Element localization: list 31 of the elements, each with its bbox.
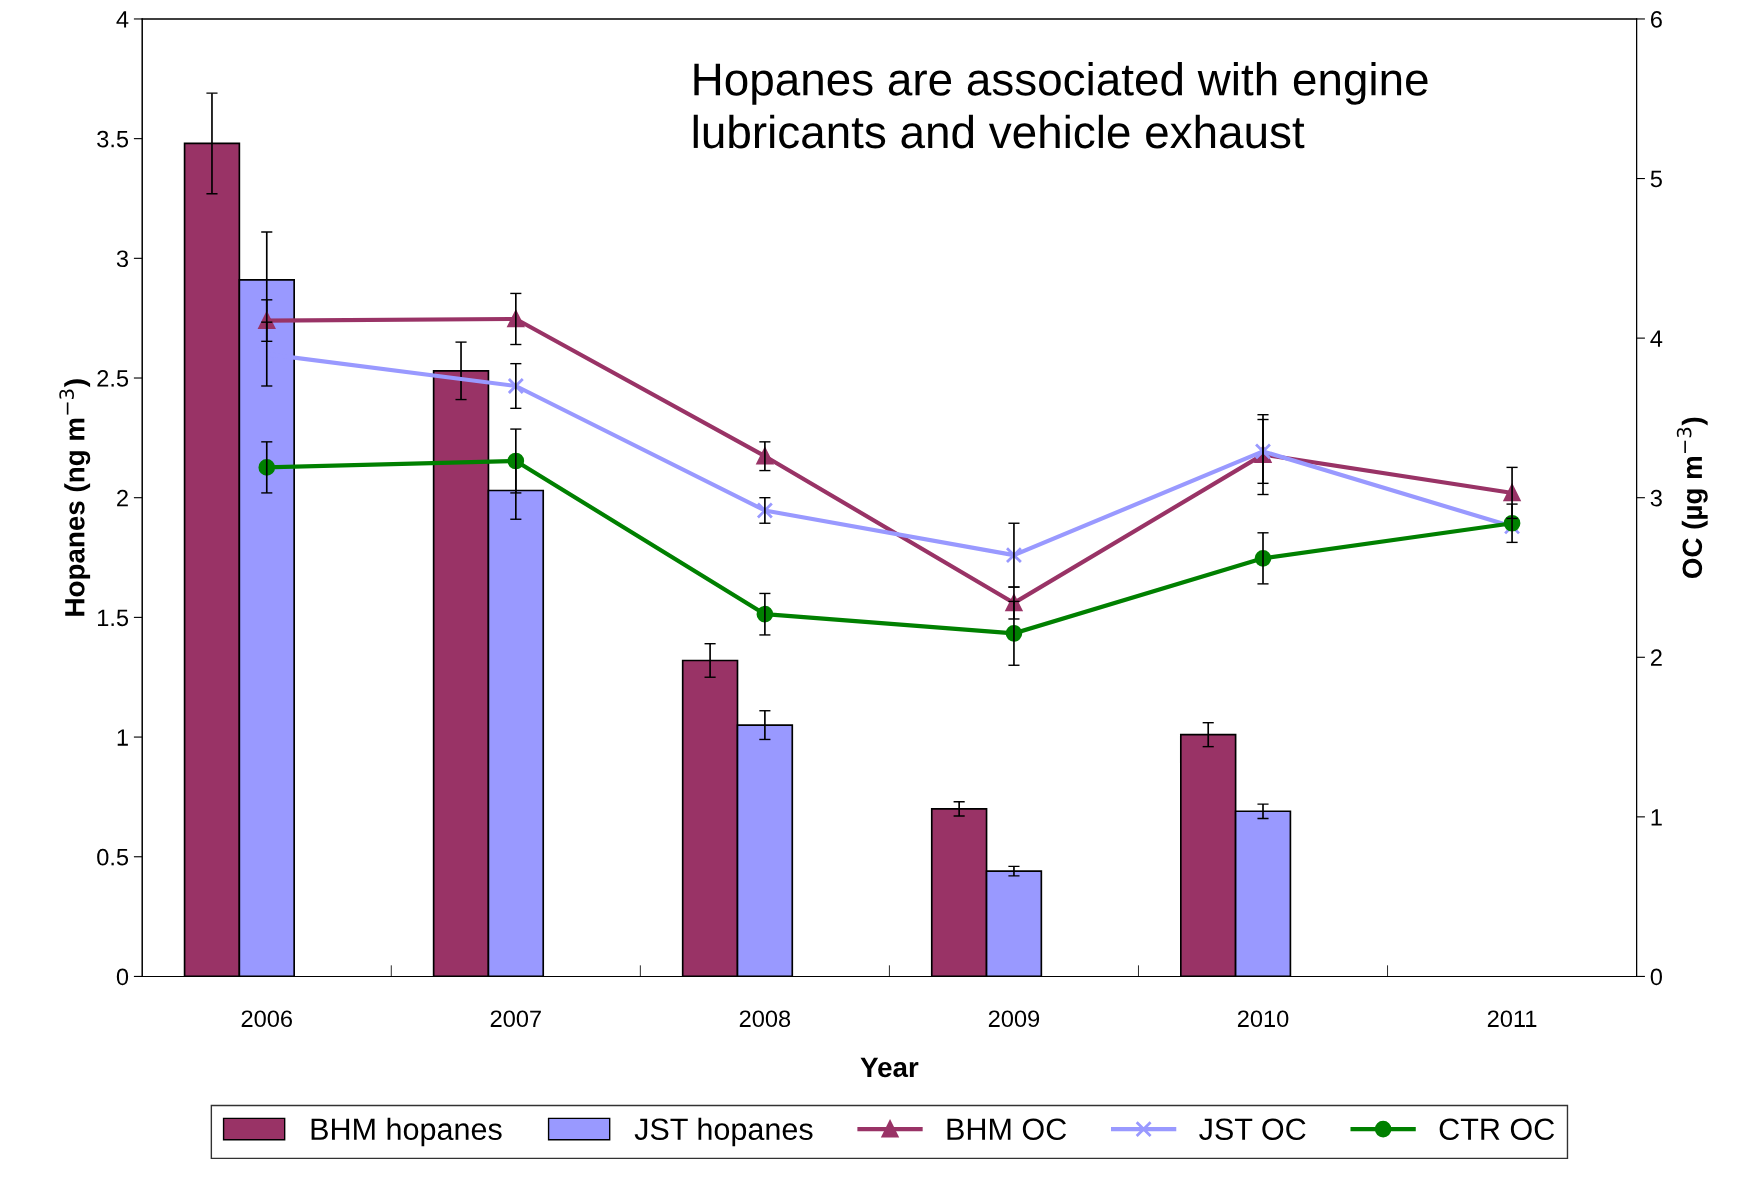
legend-label: JST hopanes [634,1117,813,1147]
y2-tick-label: 0 [1650,968,1662,986]
y2-tick-label: 4 [1650,330,1663,347]
legend-label: JST OC [1199,1118,1306,1141]
x-tick-label: 2010 [1237,1010,1289,1028]
y-tick-label: 0 [116,968,129,986]
y-tick-label: 2 [117,489,128,507]
y-tick-label: 0.5 [97,848,129,866]
y2-tick-label: 6 [1650,11,1662,28]
y-tick-label: 3 [116,250,128,268]
y2-tick-label: 3 [1650,489,1662,507]
y-tick-label: 2.5 [97,370,129,387]
y-tick-label: 3.5 [97,130,129,148]
y-tick-label: 1.5 [98,609,129,627]
y-tick-label: 1 [117,729,128,746]
y2-tick-label: 2 [1650,649,1662,666]
x-tick-label: 2008 [739,1010,791,1028]
y-tick-label: 4 [116,11,129,28]
legend-label: BHM hopanes [311,1117,502,1147]
y2-tick-label: 1 [1651,809,1662,826]
x-tick-label: 2007 [490,1010,541,1028]
x-tick-label: 2011 [1487,1010,1537,1028]
y2-axis-title: OC (µg m$^{−3}$) [1676,417,1708,579]
y2-tick-label: 5 [1650,170,1662,188]
annotation: Hopanes are associated with engine lubricants and vehicle exhaust [693,62,1428,149]
y-axis-title: Hopanes (ng m$^{−3}$) [59,379,91,616]
x-axis-title: Year [860,1057,919,1078]
x-tick-label: 2006 [241,1010,292,1028]
legend-label: CTR OC [1439,1118,1555,1141]
legend-label: BHM OC [947,1118,1067,1141]
x-tick-label: 2009 [988,1010,1040,1028]
